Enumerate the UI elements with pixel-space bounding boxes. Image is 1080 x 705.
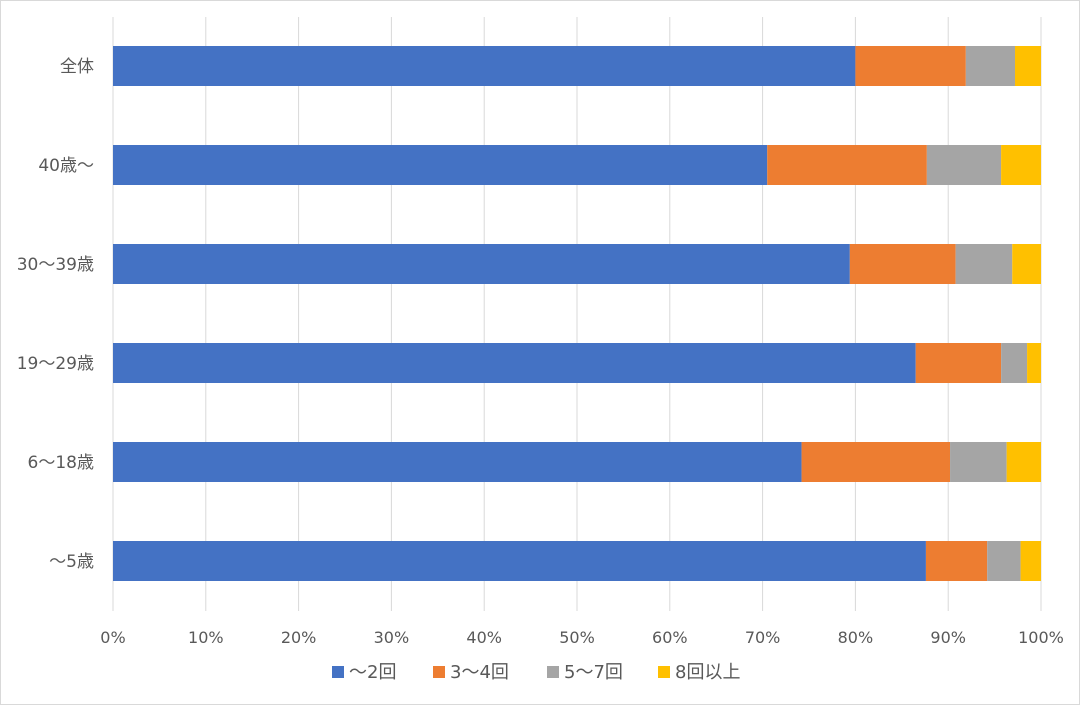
x-tick-label: 90% <box>930 628 966 647</box>
bar-segment-1-2 <box>926 145 1002 185</box>
legend-label: 5～7回 <box>564 662 623 683</box>
bar-segment-2-1 <box>849 244 956 284</box>
bar-segment-4-2 <box>950 442 1007 482</box>
bar-segment-0-3 <box>1015 46 1041 86</box>
x-tick-label: 20% <box>281 628 317 647</box>
legend: ～2回 3～4回 5～7回 8回以上 <box>332 662 740 683</box>
bar-segment-5-3 <box>1020 541 1041 581</box>
category-labels: 全体 40歳～ 30～39歳 19～29歳 6～18歳 ～5歳 <box>17 57 94 572</box>
category-label: 全体 <box>60 57 94 77</box>
bar-segment-1-1 <box>767 145 927 185</box>
bar-segment-5-2 <box>987 541 1021 581</box>
legend-swatch-2 <box>547 666 559 678</box>
x-tick-label: 10% <box>188 628 224 647</box>
bar-segment-0-1 <box>855 46 966 86</box>
x-tick-label: 80% <box>838 628 874 647</box>
x-tick-label: 30% <box>374 628 410 647</box>
bar-segment-1-0 <box>113 145 768 185</box>
x-tick-label: 40% <box>466 628 502 647</box>
legend-label: 8回以上 <box>675 662 740 683</box>
bars <box>113 46 1041 581</box>
bar-segment-3-0 <box>113 343 916 383</box>
x-tick-label: 60% <box>652 628 688 647</box>
x-tick-label: 50% <box>559 628 595 647</box>
x-tick-label: 0% <box>100 628 125 647</box>
category-label: ～5歳 <box>49 552 94 572</box>
bar-segment-4-0 <box>113 442 802 482</box>
bar-segment-3-2 <box>1001 343 1028 383</box>
legend-swatch-1 <box>433 666 445 678</box>
bar-segment-4-3 <box>1006 442 1041 482</box>
category-label: 6～18歳 <box>28 453 94 473</box>
gridlines <box>112 17 1042 611</box>
x-tick-label: 70% <box>745 628 781 647</box>
bar-segment-2-3 <box>1012 244 1041 284</box>
x-tick-labels: 0% 10% 20% 30% 40% 50% 60% 70% 80% 90% 100% <box>100 628 1064 647</box>
legend-swatch-3 <box>658 666 670 678</box>
bar-segment-0-0 <box>113 46 856 86</box>
bar-segment-1-3 <box>1001 145 1041 185</box>
bar-segment-5-0 <box>113 541 926 581</box>
category-label: 30～39歳 <box>17 255 94 275</box>
bar-segment-5-1 <box>925 541 988 581</box>
bar-segment-2-2 <box>955 244 1013 284</box>
legend-swatch-0 <box>332 666 344 678</box>
legend-label: 3～4回 <box>450 662 509 683</box>
x-tick-label: 100% <box>1018 628 1064 647</box>
bar-segment-2-0 <box>113 244 850 284</box>
bar-segment-4-1 <box>801 442 951 482</box>
bar-segment-0-2 <box>965 46 1016 86</box>
category-label: 40歳～ <box>38 156 94 176</box>
category-label: 19～29歳 <box>17 354 94 374</box>
legend-label: ～2回 <box>349 662 396 683</box>
bar-segment-3-3 <box>1027 343 1041 383</box>
bar-segment-3-1 <box>915 343 1002 383</box>
